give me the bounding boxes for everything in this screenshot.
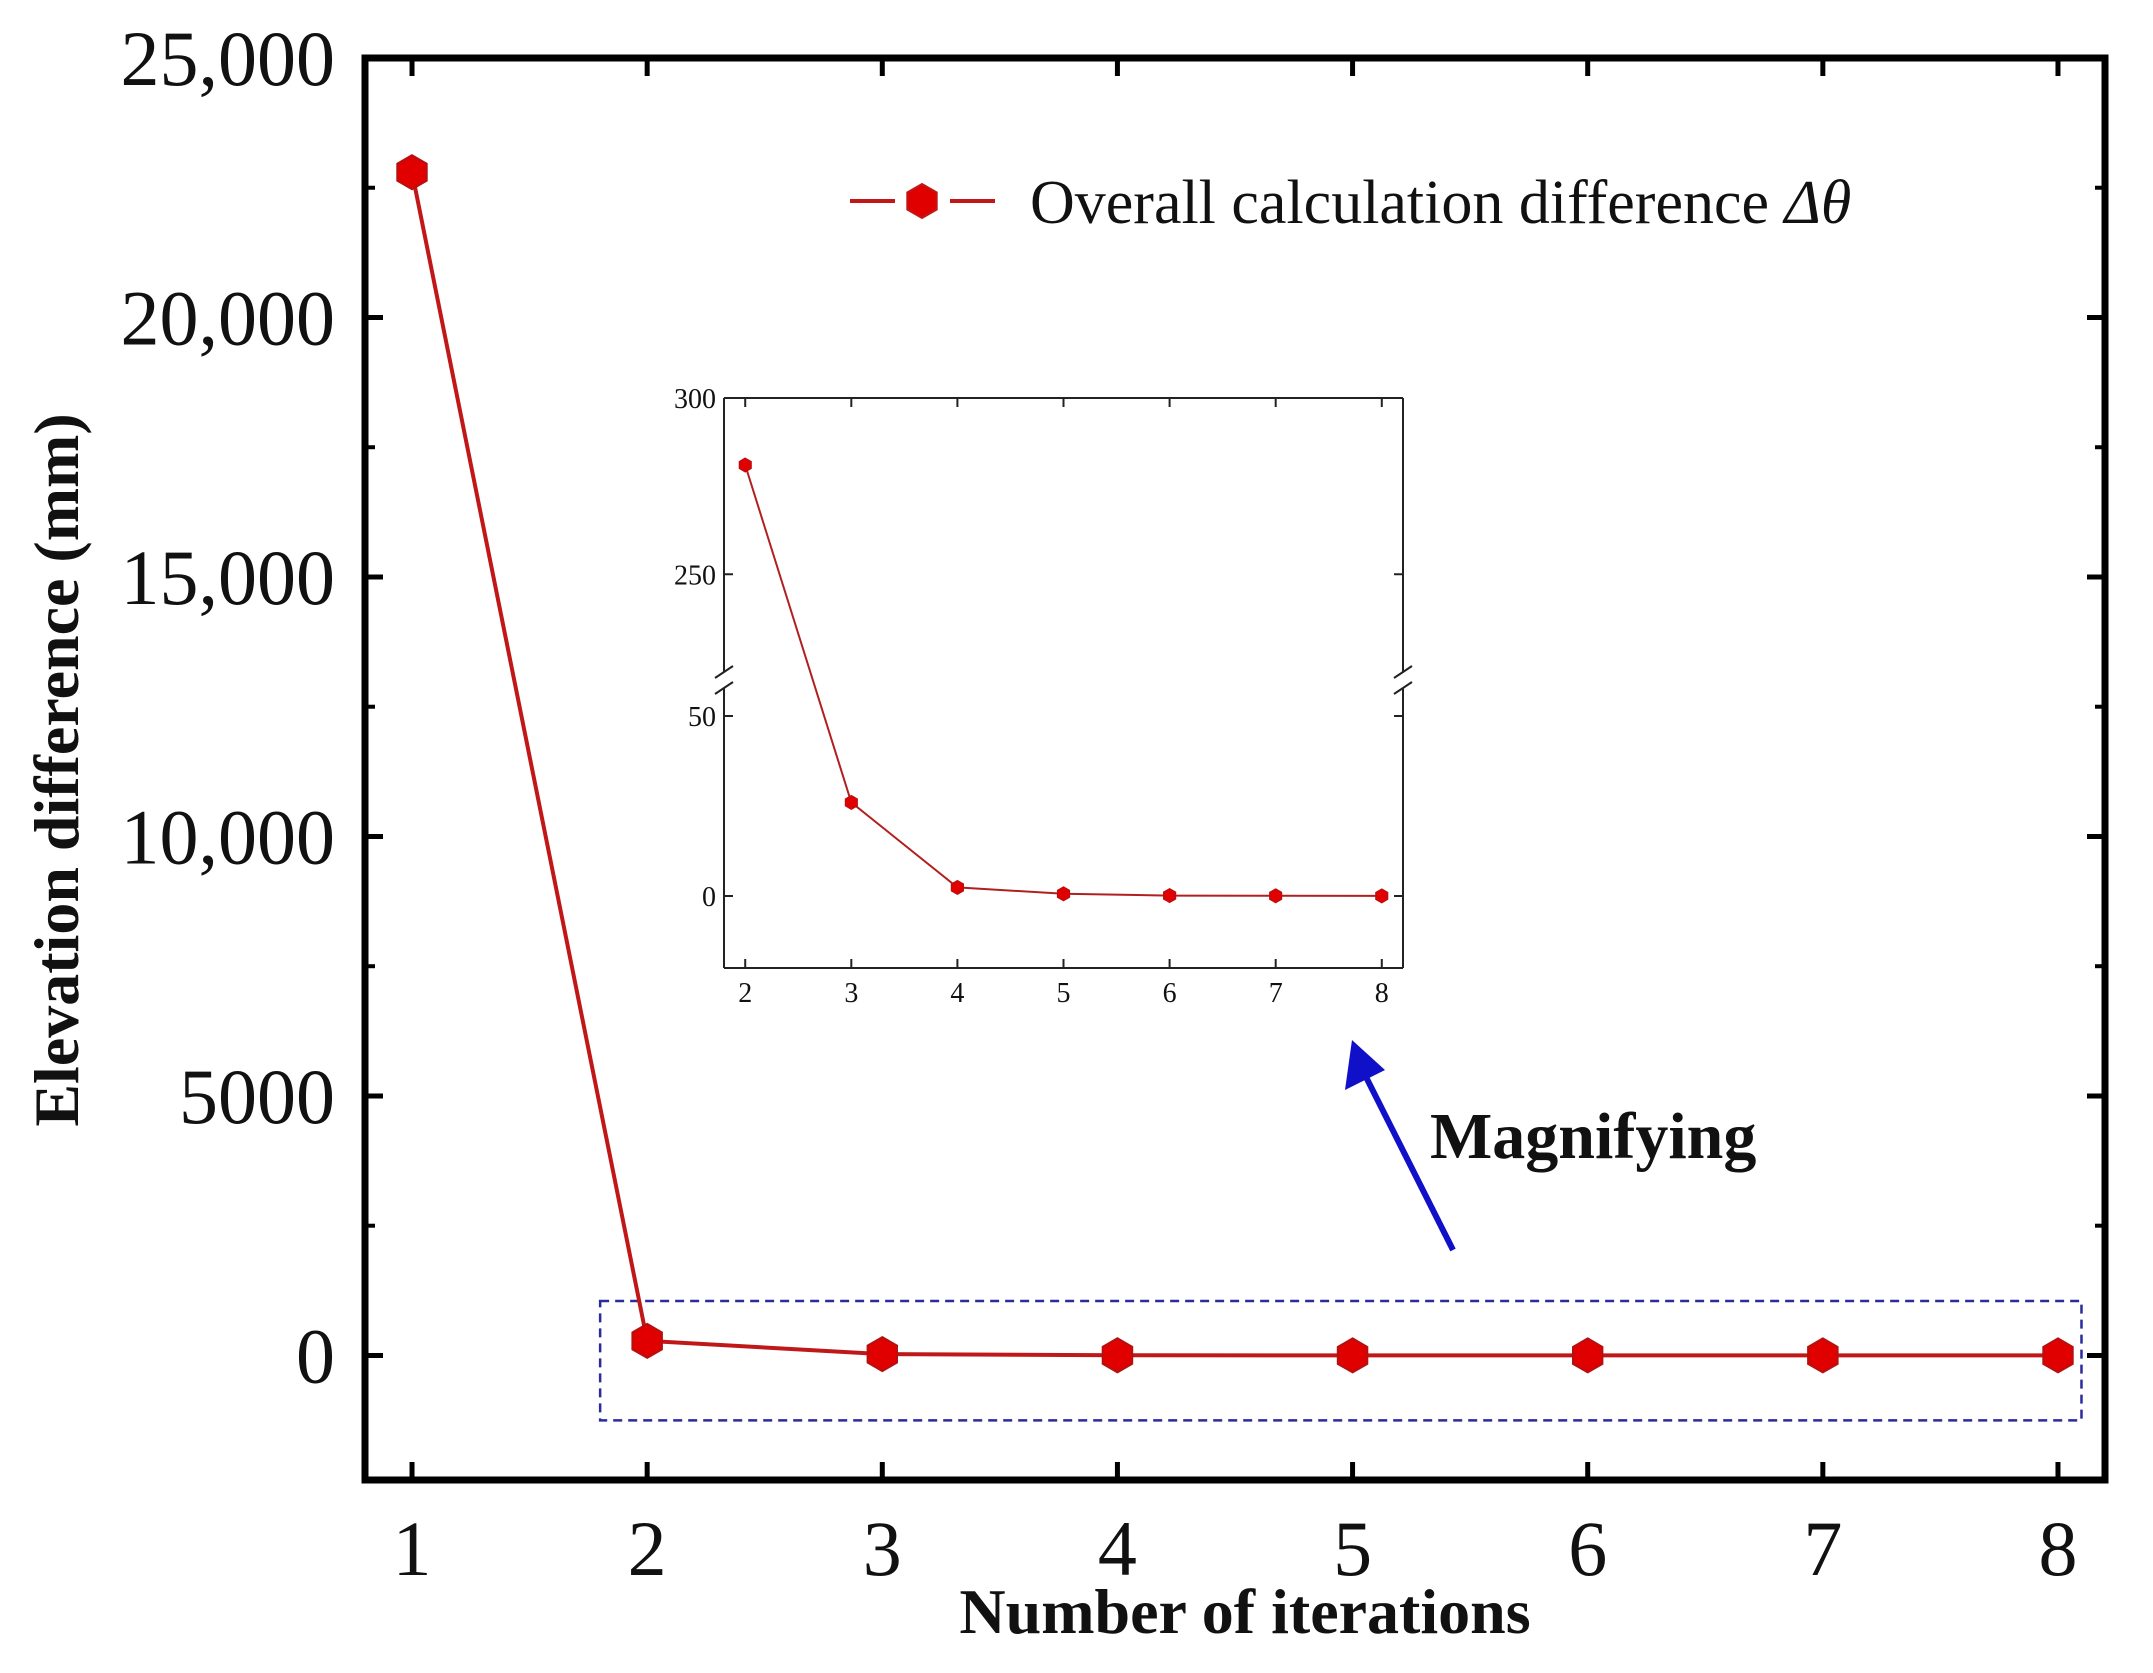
inset-y-tick-label: 250 — [674, 560, 716, 591]
data-point — [631, 1322, 663, 1360]
inset-break-mark — [714, 665, 734, 679]
inset-x-tick-label: 6 — [1163, 978, 1177, 1009]
y-tick-label: 0 — [296, 1312, 335, 1399]
magnify-arrow-head — [1345, 1040, 1385, 1090]
y-tick-label: 5000 — [179, 1053, 335, 1140]
legend-marker — [906, 182, 938, 220]
inset-data-point — [738, 457, 752, 473]
annotation-layer — [1345, 1040, 1456, 1252]
y-tick-label: 15,000 — [121, 534, 336, 621]
y-tick-label: 20,000 — [121, 274, 336, 361]
legend-label-text: Overall calculation difference — [1030, 169, 1785, 237]
data-point — [396, 154, 428, 191]
x-tick-label: 7 — [1803, 1505, 1842, 1592]
inset-x-tick-label: 4 — [950, 978, 964, 1009]
legend-label-symbol: Δθ — [1782, 169, 1852, 237]
inset-data-point — [844, 794, 858, 810]
inset-break-mark — [1393, 665, 1413, 679]
x-tick-label: 8 — [2038, 1505, 2077, 1592]
y-axis-title: Elevation difference (mm) — [21, 413, 92, 1126]
x-tick-label: 3 — [863, 1505, 902, 1592]
inset-y-tick-label: 300 — [674, 384, 716, 415]
inset-y-tick-label: 0 — [702, 882, 716, 913]
magnify-arrow-shaft — [1362, 1073, 1456, 1252]
series-line — [410, 171, 2058, 1358]
data-point — [866, 1335, 898, 1373]
x-tick-label: 2 — [628, 1505, 667, 1592]
inset-x-tick-label: 5 — [1057, 978, 1071, 1009]
legend-label: Overall calculation difference Δθ — [1030, 169, 1851, 237]
x-tick-label: 6 — [1568, 1505, 1607, 1592]
inset-x-tick-label: 3 — [844, 978, 858, 1009]
x-tick-label: 4 — [1098, 1505, 1137, 1592]
data-point — [1572, 1337, 1604, 1374]
inset-data-point — [1269, 888, 1283, 904]
magnifying-label: Magnifying — [1430, 1100, 1756, 1173]
data-point — [1101, 1337, 1134, 1374]
data-point — [2042, 1337, 2074, 1374]
plot-frame — [361, 54, 2109, 1484]
inset-plot: 2 3 4 5 6 7 8 0 50 250 300 — [674, 384, 1413, 1009]
x-axis-title: Number of iterations — [959, 1576, 1530, 1647]
inset-break-mark — [714, 681, 734, 695]
y-tick-label: 25,000 — [121, 15, 336, 102]
data-point — [1807, 1337, 1839, 1374]
inset-y-tick-label: 50 — [688, 702, 716, 733]
inset-data-point — [1375, 888, 1389, 904]
inset-break-mark — [1393, 681, 1413, 695]
inset-x-tick-label: 8 — [1375, 978, 1389, 1009]
inset-data-point — [1056, 886, 1071, 902]
inset-data-point — [1163, 888, 1177, 904]
x-tick-label: 5 — [1333, 1505, 1372, 1592]
inset-x-tick-label: 2 — [738, 978, 752, 1009]
inset-series-line — [744, 464, 1382, 897]
inset-data-point — [950, 879, 964, 895]
legend: Overall calculation difference Δθ — [850, 169, 1851, 237]
inset-x-tick-label: 7 — [1269, 978, 1283, 1009]
x-tick-label: 1 — [393, 1505, 432, 1592]
data-point — [1336, 1337, 1369, 1374]
main-plot: 1 2 3 4 5 6 7 8 0 5000 10,000 15,000 20,000 25,000 — [121, 15, 2109, 1592]
highlight-box — [598, 1299, 2083, 1422]
y-tick-label: 10,000 — [121, 793, 336, 880]
